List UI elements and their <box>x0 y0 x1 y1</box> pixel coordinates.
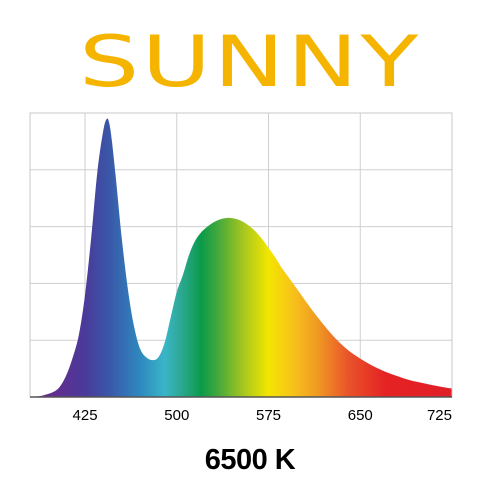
spectrum-curve <box>30 118 452 398</box>
x-tick-labels: 425 500 575 650 725 <box>73 407 452 424</box>
color-temperature-label: 6500 K <box>204 444 296 476</box>
x-tick-label: 725 <box>427 407 452 424</box>
x-tick-label: 650 <box>348 407 373 424</box>
x-tick-label: 425 <box>73 407 98 424</box>
x-tick-label: 575 <box>256 407 281 424</box>
spectrum-chart: 425 500 575 650 725 <box>29 112 453 424</box>
brand-title: SUNNY <box>79 21 421 103</box>
x-tick-label: 500 <box>164 407 189 424</box>
